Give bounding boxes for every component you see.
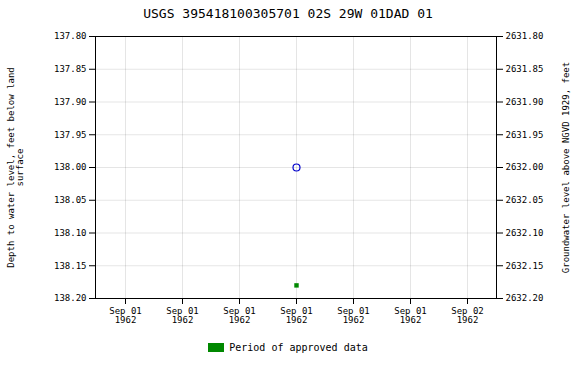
svg-text:Sep 021962: Sep 021962 — [451, 306, 484, 325]
svg-text:2631.90: 2631.90 — [506, 97, 544, 107]
svg-text:Depth to water level, feet bel: Depth to water level, feet below landsur… — [6, 67, 25, 267]
svg-text:2632.05: 2632.05 — [506, 195, 544, 205]
svg-text:Sep 011962: Sep 011962 — [223, 306, 256, 325]
svg-text:2631.80: 2631.80 — [506, 31, 544, 41]
svg-text:2631.85: 2631.85 — [506, 64, 544, 74]
svg-text:2632.15: 2632.15 — [506, 261, 544, 271]
svg-text:138.15: 138.15 — [54, 261, 87, 271]
svg-text:138.10: 138.10 — [54, 228, 87, 238]
svg-text:137.90: 137.90 — [54, 97, 87, 107]
svg-text:2632.20: 2632.20 — [506, 293, 544, 303]
svg-text:Sep 011962: Sep 011962 — [166, 306, 199, 325]
html-text:USGS 395418100305701 02S 29W 0: USGS 395418100305701 02S 29W 01DAD 01 — [143, 6, 433, 21]
html-text:Period of approved data: Period of approved data — [229, 342, 368, 353]
svg-text:2632.10: 2632.10 — [506, 228, 544, 238]
svg-text:138.20: 138.20 — [54, 293, 87, 303]
svg-text:Sep 011962: Sep 011962 — [280, 306, 313, 325]
svg-text:2632.00: 2632.00 — [506, 162, 544, 172]
svg-text:Sep 011962: Sep 011962 — [394, 306, 427, 325]
svg-text:137.95: 137.95 — [54, 130, 87, 140]
svg-text:Sep 011962: Sep 011962 — [109, 306, 142, 325]
svg-text:2631.95: 2631.95 — [506, 130, 544, 140]
svg-text:138.05: 138.05 — [54, 195, 87, 205]
svg-text:137.85: 137.85 — [54, 64, 87, 74]
svg-text:138.00: 138.00 — [54, 162, 87, 172]
svg-text:Groundwater level above NGVD 1: Groundwater level above NGVD 1929, feet — [561, 62, 571, 273]
svg-text:Sep 011962: Sep 011962 — [337, 306, 370, 325]
svg-text:137.80: 137.80 — [54, 31, 87, 41]
